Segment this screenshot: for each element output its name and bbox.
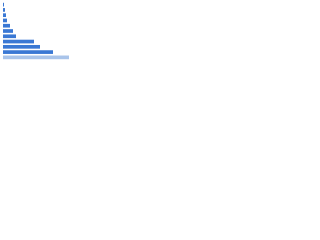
- bar: [3, 34, 16, 39]
- chart: [3, 2, 69, 60]
- bar: [3, 50, 53, 54]
- bar: [3, 23, 10, 28]
- bar: [3, 2, 4, 7]
- page: {"chart_data": {"type": "hbar", "categor…: [0, 0, 100, 71]
- bar: [3, 44, 40, 49]
- bar: [3, 39, 34, 44]
- bar: [3, 29, 13, 33]
- bar: [3, 8, 5, 12]
- bar: [3, 55, 69, 60]
- bar: [3, 18, 7, 23]
- bar: [3, 13, 6, 18]
